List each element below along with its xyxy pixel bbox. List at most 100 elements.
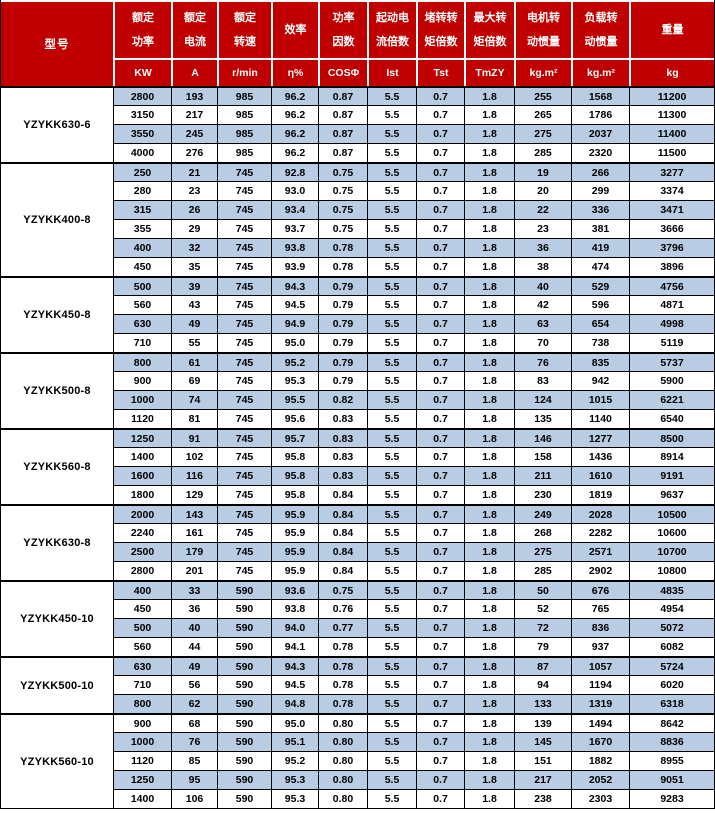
spec-cell: 79: [514, 637, 571, 656]
table-row: YZYKK630-6 2800 193 985 96.2 0.87 5.5 0.7 1.8 255…: [1, 86, 714, 162]
spec-table-header: 型号 额定 功率 额定 电流 额定 转速 效率 功率 因数 起动电 流倍数 堵转转 矩倍数 最大转 矩倍数 电机…: [1, 0, 714, 86]
spec-cell: 5.5: [367, 732, 416, 751]
spec-cell: 23: [171, 181, 217, 200]
spec-cell: 590: [217, 770, 271, 789]
spec-cell: 11400: [629, 124, 714, 143]
spec-cell: 1.8: [464, 542, 514, 561]
spec-cell: 11500: [629, 143, 714, 162]
spec-cell: 129: [171, 485, 217, 504]
spec-cell: 0.82: [318, 390, 367, 409]
spec-cell: 745: [217, 257, 271, 276]
spec-cell: 1.8: [464, 618, 514, 637]
spec-cell: 93.0: [271, 181, 318, 200]
spec-cell: 560: [113, 637, 171, 656]
column-header: 额定 电流: [171, 0, 217, 58]
spec-cell: 36: [514, 238, 571, 257]
spec-cell: 0.79: [318, 333, 367, 352]
table-row: 2240 161 745 95.9 0.84 5.5 0.7 1.8 268 2282 10600: [1, 523, 714, 542]
spec-cell: 23: [514, 219, 571, 238]
spec-cell: 5.5: [367, 390, 416, 409]
spec-cell: 33: [171, 580, 217, 599]
spec-cell: 0.7: [416, 219, 464, 238]
spec-cell: 4954: [629, 599, 714, 618]
table-row: 900 69 745 95.3 0.79 5.5 0.7 1.8 83 942 5900: [1, 371, 714, 390]
spec-cell: 276: [171, 143, 217, 162]
spec-cell: 87: [514, 656, 571, 675]
spec-cell: 1.8: [464, 523, 514, 542]
spec-cell: 0.84: [318, 523, 367, 542]
table-row: 710 55 745 95.0 0.79 5.5 0.7 1.8 70 738 5119: [1, 333, 714, 352]
spec-cell: 4835: [629, 580, 714, 599]
spec-cell: 5.5: [367, 599, 416, 618]
spec-cell: 0.87: [318, 86, 367, 105]
table-row: YZYKK450-10 400 33 590 93.6 0.75 5.5 0.7 1.8 50 67…: [1, 580, 714, 656]
spec-cell: 5.5: [367, 333, 416, 352]
spec-cell: 44: [171, 637, 217, 656]
spec-cell: 5900: [629, 371, 714, 390]
spec-cell: 0.76: [318, 599, 367, 618]
spec-cell: 43: [171, 295, 217, 314]
spec-cell: 5.5: [367, 295, 416, 314]
spec-cell: 93.7: [271, 219, 318, 238]
spec-cell: 5.5: [367, 409, 416, 428]
column-header: 重量: [629, 0, 714, 58]
spec-cell: 94.1: [271, 637, 318, 656]
spec-cell: 400: [113, 580, 171, 599]
spec-cell: 116: [171, 466, 217, 485]
spec-cell: 8642: [629, 713, 714, 732]
spec-cell: 2800: [113, 561, 171, 580]
spec-cell: 0.84: [318, 504, 367, 523]
spec-cell: 1.8: [464, 770, 514, 789]
spec-cell: 1250: [113, 428, 171, 447]
spec-cell: 95.5: [271, 390, 318, 409]
spec-cell: 9283: [629, 789, 714, 808]
spec-cell: 6318: [629, 694, 714, 713]
table-row: 3150 217 985 96.2 0.87 5.5 0.7 1.8 265 1786 11300: [1, 105, 714, 124]
spec-cell: 0.7: [416, 86, 464, 105]
spec-cell: 0.80: [318, 751, 367, 770]
spec-cell: 6020: [629, 675, 714, 694]
spec-cell: 49: [171, 656, 217, 675]
spec-cell: 285: [514, 143, 571, 162]
spec-cell: 5.5: [367, 124, 416, 143]
spec-cell: 8500: [629, 428, 714, 447]
spec-cell: 0.84: [318, 561, 367, 580]
spec-cell: 96.2: [271, 124, 318, 143]
spec-cell: 151: [514, 751, 571, 770]
spec-cell: 0.7: [416, 333, 464, 352]
spec-cell: 590: [217, 694, 271, 713]
spec-cell: 1.8: [464, 732, 514, 751]
spec-cell: 5724: [629, 656, 714, 675]
spec-cell: 1194: [571, 675, 629, 694]
spec-cell: 95.0: [271, 713, 318, 732]
spec-cell: 1140: [571, 409, 629, 428]
spec-cell: 266: [571, 162, 629, 181]
spec-cell: 5.5: [367, 542, 416, 561]
spec-cell: 0.7: [416, 314, 464, 333]
spec-cell: 3374: [629, 181, 714, 200]
spec-cell: 268: [514, 523, 571, 542]
spec-cell: 0.7: [416, 105, 464, 124]
spec-cell: 238: [514, 789, 571, 808]
spec-cell: 193: [171, 86, 217, 105]
table-row: 800 62 590 94.8 0.78 5.5 0.7 1.8 133 1319 6318: [1, 694, 714, 713]
spec-cell: 630: [113, 314, 171, 333]
spec-cell: 745: [217, 219, 271, 238]
spec-cell: 106: [171, 789, 217, 808]
column-header: 负载转 动惯量: [571, 0, 629, 58]
spec-cell: 0.7: [416, 143, 464, 162]
spec-cell: 5.5: [367, 618, 416, 637]
spec-cell: 1000: [113, 390, 171, 409]
spec-cell: 450: [113, 257, 171, 276]
spec-cell: 95.3: [271, 770, 318, 789]
spec-cell: 0.7: [416, 124, 464, 143]
spec-cell: 1670: [571, 732, 629, 751]
spec-cell: 5.5: [367, 428, 416, 447]
spec-cell: 95.0: [271, 333, 318, 352]
spec-cell: 280: [113, 181, 171, 200]
spec-cell: 40: [514, 276, 571, 295]
model-cell: YZYKK500-8: [1, 352, 113, 428]
table-row: 450 35 745 93.9 0.78 5.5 0.7 1.8 38 474 3896: [1, 257, 714, 276]
spec-cell: 0.7: [416, 618, 464, 637]
spec-cell: 0.79: [318, 295, 367, 314]
